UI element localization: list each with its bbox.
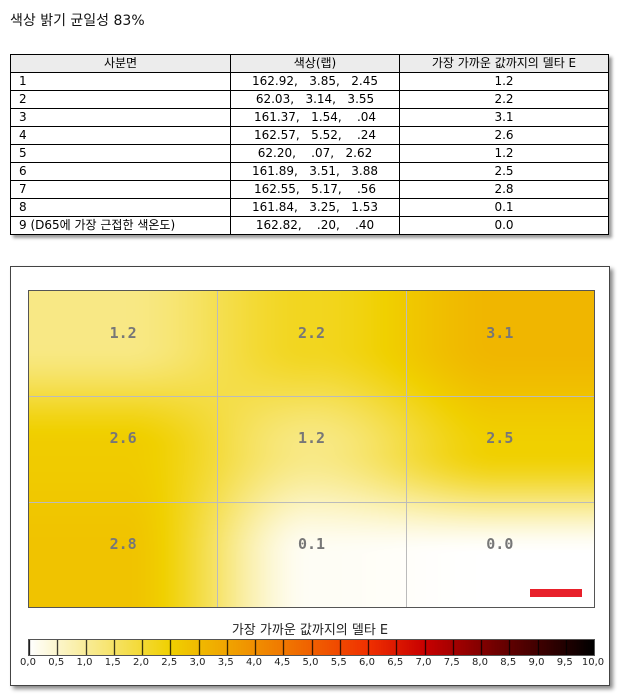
quadrant-cell: 7 xyxy=(10,180,231,199)
scale-tick-label: 10,0 xyxy=(581,657,605,668)
table-row: 1 162.92, 3.85, 2.45 1.2 xyxy=(10,72,609,91)
uniformity-heatmap xyxy=(28,290,595,608)
scale-tick-label: 8,0 xyxy=(472,657,488,668)
table-row: 7 162.55, 5.17, .56 2.8 xyxy=(10,180,609,199)
quadrant-cell: 2 xyxy=(10,90,231,109)
table-row: 8 161.84, 3.25, 1.53 0.1 xyxy=(10,198,609,217)
scale-tick-label: 3,5 xyxy=(217,657,234,668)
delta-e-cell: 3.1 xyxy=(399,108,609,127)
table-row: 6 161.89, 3.51, 3.88 2.5 xyxy=(10,162,609,181)
legend-title: 가장 가까운 값까지의 델타 E xyxy=(231,623,389,638)
quadrant-value-label: 2.2 xyxy=(297,324,326,343)
lab-cell: 162.57, 5.52, .24 xyxy=(230,126,400,145)
scale-tick-label: 2,0 xyxy=(133,657,149,668)
column-header: 사분면 xyxy=(10,54,231,73)
page-title: 색상 밝기 균일성 83% xyxy=(10,13,145,29)
quadrant-cell: 5 xyxy=(10,144,231,163)
quadrant-cell: 3 xyxy=(10,108,231,127)
scale-tick-label: 7,0 xyxy=(415,657,432,668)
quadrant-cell: 1 xyxy=(10,72,231,91)
delta-e-cell: 2.2 xyxy=(399,90,609,109)
scale-tick-label: 0,5 xyxy=(48,657,65,668)
quadrant-value-label: 1.2 xyxy=(109,324,137,343)
scale-tick-label: 6,5 xyxy=(387,657,404,668)
table-row: 3 161.37, 1.54, .04 3.1 xyxy=(10,108,609,127)
column-header: 색상(랩) xyxy=(230,54,400,73)
scale-tick-label: 5,0 xyxy=(302,657,319,668)
color-scale xyxy=(28,639,595,656)
table-row: 9 (D65에 가장 근접한 색온도) 162.82, .20, .40 0.0 xyxy=(10,216,609,235)
delta-e-cell: 2.6 xyxy=(399,126,609,145)
scale-tick-label: 1,0 xyxy=(76,657,93,668)
scale-tick-label: 6,0 xyxy=(359,657,375,668)
quadrant-value-label: 0.0 xyxy=(486,534,514,553)
scale-tick-label: 7,5 xyxy=(443,657,460,668)
delta-e-cell: 1.2 xyxy=(399,72,609,91)
quadrant-table: 사분면 색상(랩) 가장 가까운 값까지의 델타 E 1 162.92, 3.85, 2… xyxy=(10,54,609,235)
lab-cell: 62.03, 3.14, 3.55 xyxy=(230,90,400,109)
scale-tick-label: 4,0 xyxy=(246,657,262,668)
delta-e-cell: 2.8 xyxy=(399,180,609,199)
quadrant-value-label: 0.1 xyxy=(297,534,326,553)
lab-cell: 161.89, 3.51, 3.88 xyxy=(230,162,400,181)
quadrant-value-label: 2.6 xyxy=(109,429,137,448)
lab-cell: 162.55, 5.17, .56 xyxy=(230,180,400,199)
red-marker xyxy=(530,589,582,597)
scale-tick-label: 9,0 xyxy=(528,657,545,668)
quadrant-cell: 9 (D65에 가장 근접한 색온도) xyxy=(10,216,231,235)
quadrant-cell: 6 xyxy=(10,162,231,181)
lab-cell: 162.82, .20, .40 xyxy=(230,216,400,235)
scale-tick-label: 0,0 xyxy=(20,657,36,668)
quadrant-cell: 8 xyxy=(10,198,231,217)
quadrant-value-label: 2.5 xyxy=(486,429,514,448)
column-header: 가장 가까운 값까지의 델타 E xyxy=(399,54,609,73)
scale-tick-label: 5,5 xyxy=(330,657,347,668)
grid-line xyxy=(29,396,594,398)
delta-e-cell: 0.0 xyxy=(399,216,609,235)
scale-tick-label: 4,5 xyxy=(274,657,291,668)
table-row: 4 162.57, 5.52, .24 2.6 xyxy=(10,126,609,145)
quadrant-value-label: 2.8 xyxy=(109,534,137,553)
lab-cell: 62.20, .07, 2.62 xyxy=(230,144,400,163)
quadrant-cell: 4 xyxy=(10,126,231,145)
scale-tick-label: 2,5 xyxy=(161,657,178,668)
uniformity-heatmap-panel: 1.2 2.2 3.1 2.6 1.2 2.5 2.8 0.1 0.0 가장 가까운 값까지의 … xyxy=(10,266,610,686)
grid-line xyxy=(405,291,407,607)
delta-e-cell: 0.1 xyxy=(399,198,609,217)
quadrant-value-label: 1.2 xyxy=(297,429,326,448)
table-row: 5 62.20, .07, 2.62 1.2 xyxy=(10,144,609,163)
grid-line xyxy=(29,501,594,503)
quadrant-value-label: 3.1 xyxy=(486,324,514,343)
delta-e-cell: 2.5 xyxy=(399,162,609,181)
grid-line xyxy=(217,291,219,607)
lab-cell: 161.84, 3.25, 1.53 xyxy=(230,198,400,217)
delta-e-cell: 1.2 xyxy=(399,144,609,163)
scale-tick-label: 1,5 xyxy=(104,657,121,668)
lab-cell: 162.92, 3.85, 2.45 xyxy=(230,72,400,91)
lab-cell: 161.37, 1.54, .04 xyxy=(230,108,400,127)
scale-tick-label: 8,5 xyxy=(500,657,517,668)
scale-tick-label: 3,0 xyxy=(189,657,206,668)
scale-tick-label: 9,5 xyxy=(556,657,573,668)
table-row: 2 62.03, 3.14, 3.55 2.2 xyxy=(10,90,609,109)
